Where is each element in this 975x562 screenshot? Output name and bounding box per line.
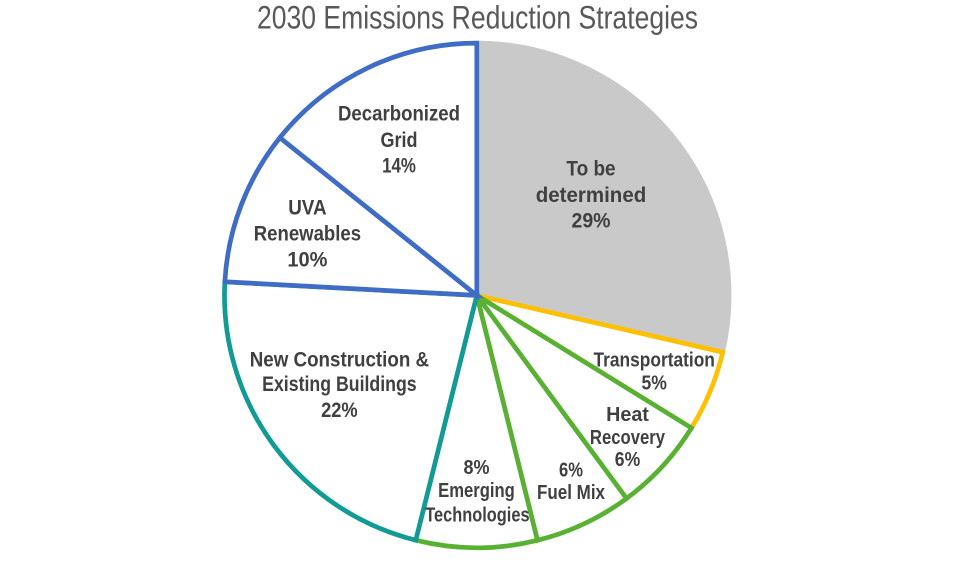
svg-text:6%: 6% bbox=[559, 459, 583, 481]
svg-text:Transportation: Transportation bbox=[594, 350, 715, 372]
svg-text:New Construction &: New Construction & bbox=[250, 348, 429, 372]
svg-text:8%: 8% bbox=[464, 457, 490, 479]
svg-text:6%: 6% bbox=[615, 449, 641, 471]
svg-text:29%: 29% bbox=[572, 209, 611, 233]
svg-text:10%: 10% bbox=[287, 248, 327, 272]
svg-text:Decarbonized: Decarbonized bbox=[338, 101, 460, 125]
svg-text:22%: 22% bbox=[321, 398, 358, 422]
svg-text:Recovery: Recovery bbox=[590, 427, 666, 449]
svg-text:Grid: Grid bbox=[381, 128, 418, 152]
svg-text:Fuel Mix: Fuel Mix bbox=[537, 482, 605, 504]
svg-text:Existing Buildings: Existing Buildings bbox=[262, 372, 417, 396]
svg-text:14%: 14% bbox=[382, 153, 416, 177]
svg-text:2030 Emissions Reduction Strat: 2030 Emissions Reduction Strategies bbox=[257, 0, 698, 35]
svg-text:Renewables: Renewables bbox=[254, 222, 361, 246]
svg-text:Heat: Heat bbox=[606, 404, 649, 426]
svg-text:UVA: UVA bbox=[288, 195, 326, 219]
svg-text:determined: determined bbox=[536, 183, 647, 207]
svg-text:Emerging: Emerging bbox=[438, 480, 515, 502]
svg-text:5%: 5% bbox=[642, 373, 668, 395]
svg-text:To be: To be bbox=[566, 157, 615, 181]
svg-text:Technologies: Technologies bbox=[425, 504, 529, 526]
